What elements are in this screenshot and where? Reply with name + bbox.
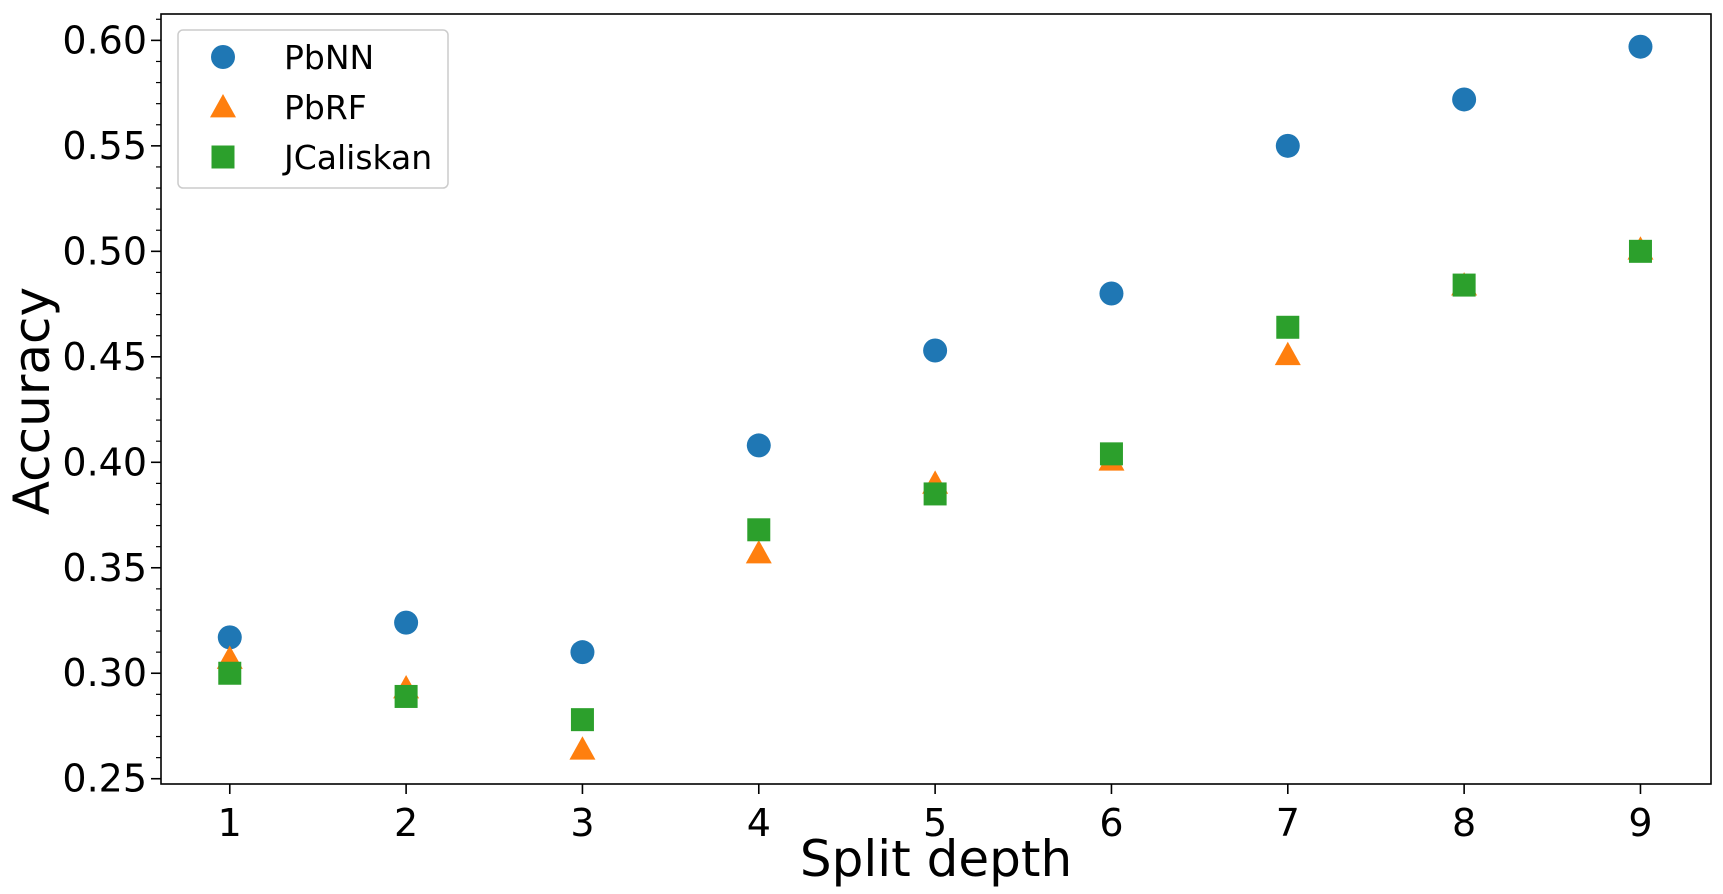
jcaliskan-point	[747, 518, 771, 542]
jcaliskan-point	[218, 661, 242, 685]
y-axis: 0.25 0.30 0.35 0.40 0.45 0.50 0.55 0.60	[62, 18, 161, 801]
pbrf-point	[569, 736, 596, 760]
legend-pbnn-label: PbNN	[284, 38, 374, 77]
y-tick-label: 0.60	[62, 18, 147, 62]
y-tick-label: 0.50	[62, 229, 147, 273]
legend-jcaliskan-marker	[211, 145, 235, 169]
x-tick-label: 2	[394, 801, 418, 845]
y-tick-label: 0.45	[62, 335, 147, 379]
pbnn-point	[1628, 34, 1653, 59]
x-tick-label: 4	[747, 801, 771, 845]
x-tick-label: 8	[1452, 801, 1476, 845]
x-tick-label: 9	[1628, 801, 1652, 845]
pbnn-point	[923, 338, 948, 363]
y-tick-label: 0.25	[62, 757, 147, 801]
x-tick-label: 3	[570, 801, 594, 845]
jcaliskan-point	[570, 708, 594, 732]
legend: PbNN PbRF JCaliskan	[177, 29, 449, 189]
jcaliskan-point	[1628, 239, 1652, 263]
legend-jcaliskan-label: JCaliskan	[282, 138, 432, 177]
y-tick-label: 0.55	[62, 124, 147, 168]
legend-pbnn-marker	[211, 45, 235, 69]
plot-area-frame	[160, 13, 1712, 785]
jcaliskan-point	[1452, 273, 1476, 297]
x-tick-label: 7	[1276, 801, 1300, 845]
data-points	[216, 34, 1654, 760]
x-tick-label: 5	[923, 801, 947, 845]
jcaliskan-point	[1276, 315, 1300, 339]
series-pbnn	[217, 34, 1653, 665]
pbnn-point	[1452, 87, 1477, 112]
pbnn-point	[217, 625, 242, 650]
jcaliskan-point	[923, 482, 947, 506]
jcaliskan-point	[1099, 442, 1123, 466]
x-axis: 1 2 3 4 5 6 7 8 9	[218, 784, 1653, 845]
legend-pbrf-marker	[210, 94, 236, 118]
legend-pbrf-label: PbRF	[284, 88, 367, 127]
x-tick-label: 1	[218, 801, 242, 845]
jcaliskan-point	[394, 684, 418, 708]
pbrf-point	[745, 540, 772, 564]
y-tick-label: 0.40	[62, 440, 147, 484]
pbnn-point	[746, 433, 771, 458]
y-minor-ticks	[156, 18, 161, 759]
pbnn-point	[1275, 133, 1300, 158]
series-jcaliskan	[218, 239, 1652, 732]
pbnn-point	[570, 640, 595, 665]
pbnn-point	[394, 610, 419, 635]
y-axis-title: Accuracy	[3, 287, 61, 515]
x-axis-title: Split depth	[800, 830, 1072, 888]
legend-box	[177, 29, 449, 189]
y-tick-label: 0.30	[62, 651, 147, 695]
y-tick-label: 0.35	[62, 546, 147, 590]
x-tick-label: 6	[1099, 801, 1123, 845]
pbnn-point	[1099, 281, 1124, 306]
pbrf-point	[1274, 341, 1301, 366]
